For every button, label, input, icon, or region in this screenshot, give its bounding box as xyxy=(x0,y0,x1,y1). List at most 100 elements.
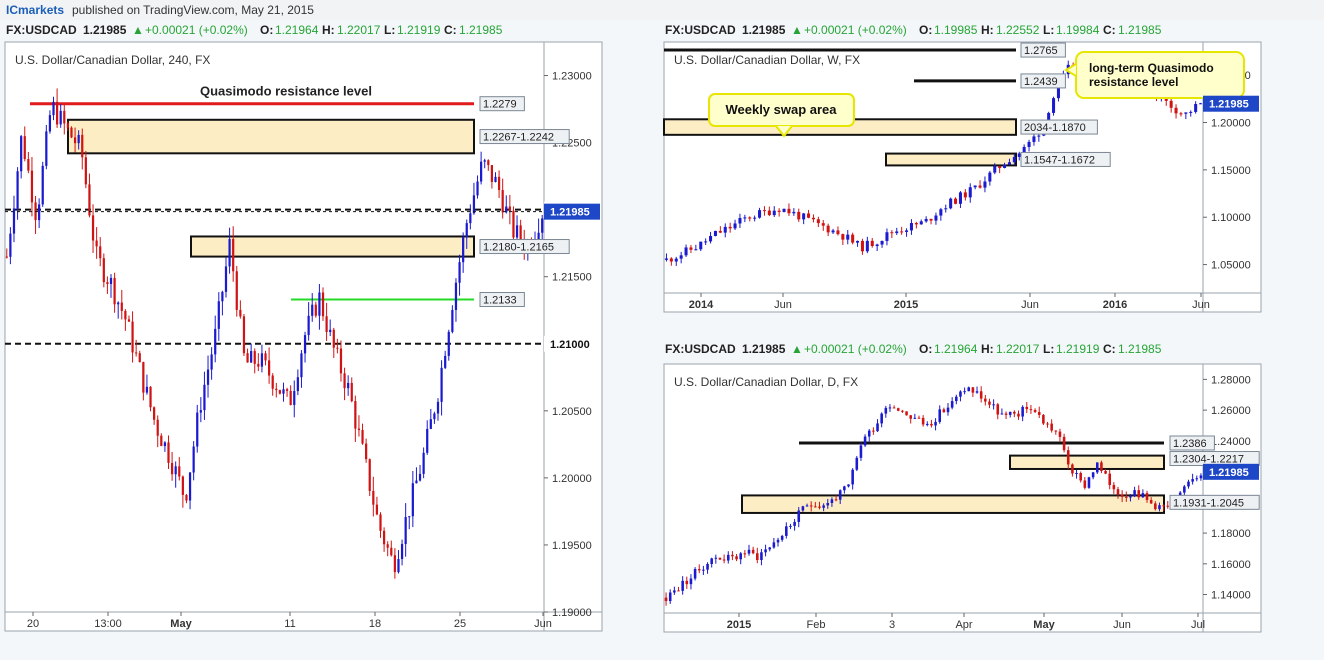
y-tick-label: 1.10000 xyxy=(1211,212,1251,224)
candle-body xyxy=(710,558,713,564)
chart-h4-panel[interactable]: 1.230001.225001.220001.215001.210001.205… xyxy=(4,41,603,632)
candle-body xyxy=(59,110,62,125)
candle-body xyxy=(199,410,202,413)
candle-body xyxy=(872,430,875,432)
x-tick-label: 2016 xyxy=(1103,299,1127,311)
candle-body xyxy=(1032,136,1036,142)
brand-logo[interactable]: ICmarkets xyxy=(6,3,65,17)
candle-body xyxy=(343,373,346,389)
candle-body xyxy=(847,484,850,487)
quasimodo-label: Quasimodo resistance level xyxy=(200,84,372,99)
candle-body xyxy=(996,404,1000,415)
candle-body xyxy=(508,206,511,211)
candle-body xyxy=(816,219,820,224)
chart-weekly-panel[interactable]: 1.250001.200001.150001.100001.050002014J… xyxy=(663,41,1262,313)
candle-body xyxy=(807,213,811,218)
candle-body xyxy=(776,539,780,543)
headline-c: 1.21985 xyxy=(1118,23,1162,37)
candle-body xyxy=(124,310,127,320)
candle-body xyxy=(1025,406,1029,410)
candle-body xyxy=(704,241,708,243)
candle-body xyxy=(884,407,888,414)
level-2-tag: 1.2439 xyxy=(1024,76,1058,88)
candle-body xyxy=(1071,464,1074,474)
candle-body xyxy=(959,391,962,397)
x-tick-label: 13:00 xyxy=(94,618,122,630)
candle-body xyxy=(673,590,676,593)
candle-body xyxy=(347,382,350,389)
daily-zone-2-tag-box xyxy=(1169,494,1260,510)
candle-body xyxy=(896,408,900,411)
candle-body xyxy=(163,442,167,447)
candle-body xyxy=(422,452,425,474)
candle-body xyxy=(490,165,494,183)
candle-body xyxy=(382,530,386,545)
candle-body xyxy=(838,490,842,500)
y-tick-label: 1.26000 xyxy=(1211,405,1251,417)
candle-body xyxy=(465,223,468,238)
candle-body xyxy=(777,210,781,212)
headline-weekly: FX:USDCAD 1.21985 ▲ +0.00021 (+0.02%) O:… xyxy=(665,23,1162,37)
candle-body xyxy=(1047,112,1051,122)
candle-body xyxy=(232,239,235,272)
candle-body xyxy=(968,187,972,198)
headline-up-arrow: ▲ xyxy=(132,23,144,37)
candle-body xyxy=(1195,478,1199,480)
candle-body xyxy=(267,360,271,376)
candle-body xyxy=(946,407,950,413)
candle-body xyxy=(390,547,393,556)
candle-body xyxy=(1120,494,1124,497)
qm-level-tag: 1.2279 xyxy=(483,99,517,111)
candle-body xyxy=(685,580,689,585)
last-price-tag xyxy=(1203,95,1259,112)
candle-body xyxy=(664,597,668,602)
candle-body xyxy=(726,554,730,561)
candle-body xyxy=(235,271,238,310)
x-tick-label: 2014 xyxy=(689,299,714,311)
candle-body xyxy=(836,230,840,235)
candle-body xyxy=(458,262,461,283)
zone-2-tag: 1.1547-1.1672 xyxy=(1024,154,1095,166)
candle-body xyxy=(954,198,958,204)
candle-body xyxy=(393,555,396,573)
candle-body xyxy=(1000,413,1004,415)
candle-body xyxy=(1027,141,1031,147)
level-top-tag-box xyxy=(1020,42,1066,58)
candle-body xyxy=(440,367,443,402)
x-tick-label: 11 xyxy=(284,618,295,630)
candle-body xyxy=(934,421,937,426)
candle-body xyxy=(106,282,109,284)
headline-o: 1.21964 xyxy=(934,342,978,356)
candle-body xyxy=(217,301,220,329)
candle-body xyxy=(756,553,759,561)
candle-body xyxy=(863,436,867,446)
zone-1-tag-box xyxy=(1020,119,1098,135)
candle-body xyxy=(699,241,703,250)
candle-body xyxy=(723,226,727,233)
candle-body xyxy=(1125,496,1128,498)
chart-daily-panel[interactable]: 1.280001.260001.240001.220001.200001.180… xyxy=(663,363,1262,633)
candle-body xyxy=(1166,505,1170,507)
candle-body xyxy=(978,185,982,188)
candle-body xyxy=(1116,489,1120,495)
swap-callout-pointer xyxy=(775,125,793,138)
candle-body xyxy=(801,506,805,511)
candle-body xyxy=(192,446,195,473)
candle-body xyxy=(772,542,776,548)
candle-body xyxy=(818,506,821,508)
candle-body xyxy=(311,304,314,316)
candle-body xyxy=(1108,473,1111,486)
published-note: published on TradingView.com, May 21, 20… xyxy=(72,3,314,17)
candle-body xyxy=(48,115,52,132)
daily-zone-2-tag: 1.1931-1.2045 xyxy=(1173,497,1244,509)
candle-body xyxy=(681,580,684,591)
y-tick-label: 1.23000 xyxy=(552,71,592,83)
candle-body xyxy=(722,559,726,561)
candle-body xyxy=(1046,423,1049,425)
candle-body xyxy=(145,386,149,393)
candle-body xyxy=(38,204,41,221)
candle-body xyxy=(856,240,860,243)
candle-body xyxy=(909,415,912,419)
headline-daily: FX:USDCAD 1.21985 ▲ +0.00021 (+0.02%) O:… xyxy=(665,342,1162,356)
